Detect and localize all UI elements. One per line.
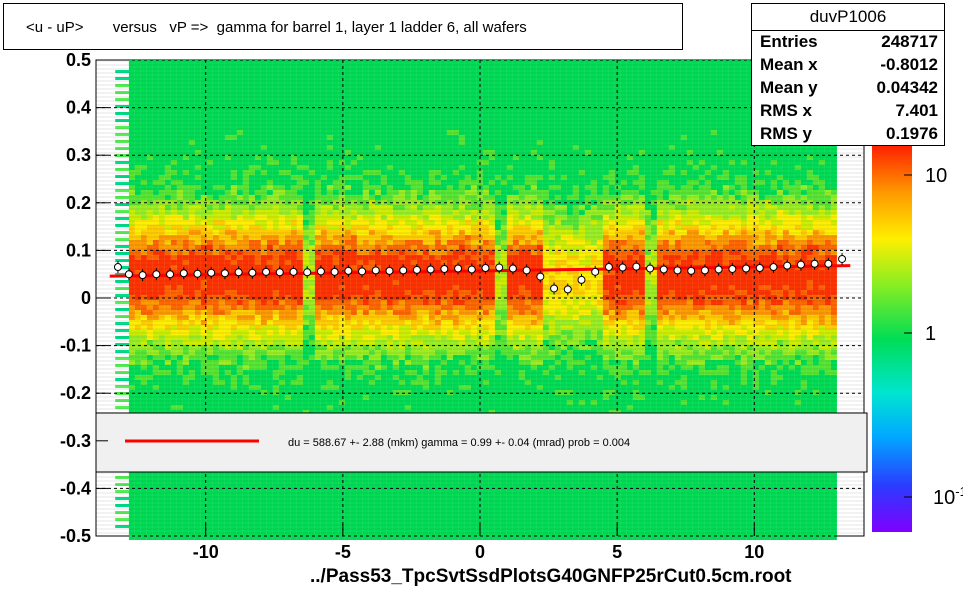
stats-name: duvP1006 [752,4,944,31]
profile-point [659,263,668,276]
profile-point [124,268,133,281]
profile-point [673,264,682,277]
profile-point [220,267,229,280]
y-tick-label: -0.1 [60,336,91,356]
profile-point [166,268,175,281]
profile-point [371,264,380,277]
profile-point [577,273,586,286]
profile-point [454,262,463,275]
profile-point [179,267,188,280]
z-axis-ticks: 10 1 10-1 [904,165,963,509]
profile-point [522,264,531,277]
profile-point [755,262,764,275]
profile-point [344,264,353,277]
profile-point [358,265,367,278]
profile-point [399,264,408,277]
stats-row-mean-x: Mean x -0.8012 [760,55,938,74]
y-tick-label: 0.1 [66,240,91,260]
profile-point [234,266,243,279]
fit-line [109,264,851,278]
plot-title: <u - uP> versus vP => gamma for barrel 1… [26,19,527,36]
profile-point [330,265,339,278]
y-tick-label: -0.3 [60,431,91,451]
stats-row-mean-y: Mean y 0.04342 [760,78,938,97]
profile-point [810,257,819,270]
x-axis-ticks: -10 -5 0 5 10 [193,524,764,562]
profile-point [508,262,517,275]
profile-point [262,265,271,278]
stats-row-rms-y: RMS y 0.1976 [760,124,938,143]
y-tick-label: 0.5 [66,50,91,70]
profile-point [700,264,709,277]
x-tick-label: 0 [475,542,485,562]
profile-point [467,263,476,276]
profile-point [591,265,600,278]
profile-point [207,266,216,279]
y-axis-ticks: 0.5 0.4 0.3 0.2 0.1 0 -0.1 -0.2 -0.3 -0.4 -0.5 [60,50,108,546]
profile-point [632,260,641,273]
y-tick-label: 0.2 [66,193,91,213]
profile-point [687,264,696,277]
color-scale-bar [872,146,912,532]
profile-point [316,265,325,278]
x-tick-label: -5 [335,542,351,562]
profile-point [303,266,312,279]
profile-point [412,263,421,276]
profile-point [536,270,545,283]
y-tick-label: -0.5 [60,526,91,546]
z-tick-label: 10-1 [933,484,963,509]
profile-point [426,263,435,276]
profile-point [113,261,122,274]
profile-point [275,266,284,279]
profile-point [783,259,792,272]
y-tick-label: 0 [81,288,91,308]
z-tick-label: 1 [925,323,936,345]
title-box: <u - uP> versus vP => gamma for barrel 1… [3,3,683,50]
x-tick-label: -10 [193,542,219,562]
profile-point [440,262,449,275]
profile-point [769,261,778,274]
profile-point [193,267,202,280]
profile-point [385,264,394,277]
y-tick-label: 0.4 [66,98,91,118]
y-tick-label: -0.2 [60,383,91,403]
stats-box: duvP1006 Entries 248717 Mean x -0.8012 Mea… [751,3,945,146]
profile-point [796,258,805,271]
profile-point [550,282,559,295]
stats-row-entries: Entries 248717 [760,32,938,51]
profile-point [138,269,147,282]
profile-point [604,261,613,274]
y-tick-label: -0.4 [60,478,91,498]
profile-point [152,268,161,281]
file-name-label: ../Pass53_TpcSvtSsdPlotsG40GNFP25rCut0.5… [310,566,792,587]
profile-point [838,252,847,265]
profile-point [563,283,572,296]
stats-row-rms-x: RMS x 7.401 [760,101,938,120]
x-tick-label: 10 [744,542,764,562]
y-tick-label: 0.3 [66,145,91,165]
profile-point [495,261,504,274]
profile-markers [113,252,847,296]
z-tick-label: 10 [925,165,947,187]
profile-point [646,262,655,275]
profile-point [618,261,627,274]
profile-point [824,257,833,270]
profile-point [248,266,257,279]
profile-point [289,265,298,278]
profile-point [742,262,751,275]
x-tick-label: 5 [612,542,622,562]
profile-point [481,262,490,275]
profile-point [714,263,723,276]
legend-text: du = 588.67 +- 2.88 (mkm) gamma = 0.99 +… [288,437,630,449]
profile-point [728,262,737,275]
